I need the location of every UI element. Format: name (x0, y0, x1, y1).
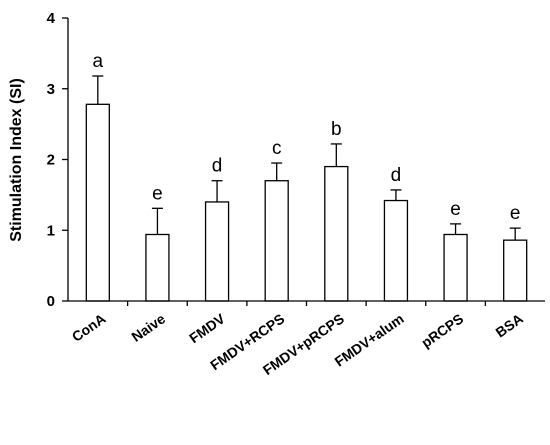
significance-label: e (510, 203, 521, 224)
y-tick-label: 4 (47, 10, 56, 27)
bar-fmdv (204, 201, 230, 302)
category-label: Naive (128, 310, 168, 345)
y-axis-label: Stimulation Index (SI) (8, 78, 25, 242)
y-tick-label: 3 (47, 81, 55, 98)
category-label: pRCPS (418, 310, 466, 350)
significance-label: b (331, 119, 342, 140)
bar-bsa (503, 239, 528, 302)
category-label: BSA (493, 310, 526, 340)
bars (85, 103, 528, 302)
category-label: FMDV (186, 310, 228, 346)
bar-naive (145, 233, 170, 302)
error-bars (92, 75, 521, 241)
y-axis-ticks: 0 1 2 3 4 (47, 10, 487, 310)
y-tick-label: 0 (47, 293, 55, 310)
bar-fmdv-alum (383, 199, 409, 302)
y-tick-label: 2 (47, 152, 55, 169)
significance-label: d (212, 156, 223, 177)
significance-label: e (450, 199, 461, 220)
bar-cona (85, 103, 110, 302)
significance-label: e (152, 183, 163, 204)
y-tick-label: 1 (47, 222, 55, 239)
bar-prcps (443, 233, 468, 302)
significance-labels: a e d c b d e e (93, 51, 521, 224)
significance-label: a (93, 51, 104, 72)
significance-label: d (391, 165, 402, 186)
significance-label: c (272, 138, 282, 159)
category-labels: ConA Naive FMDVFMDV+RCPSFMDV+pRCPSFMDV+alu… (69, 310, 526, 378)
category-label: ConA (69, 310, 109, 345)
bar-fmdv-rcps (264, 180, 289, 302)
bar-fmdv-prcps (324, 165, 349, 302)
